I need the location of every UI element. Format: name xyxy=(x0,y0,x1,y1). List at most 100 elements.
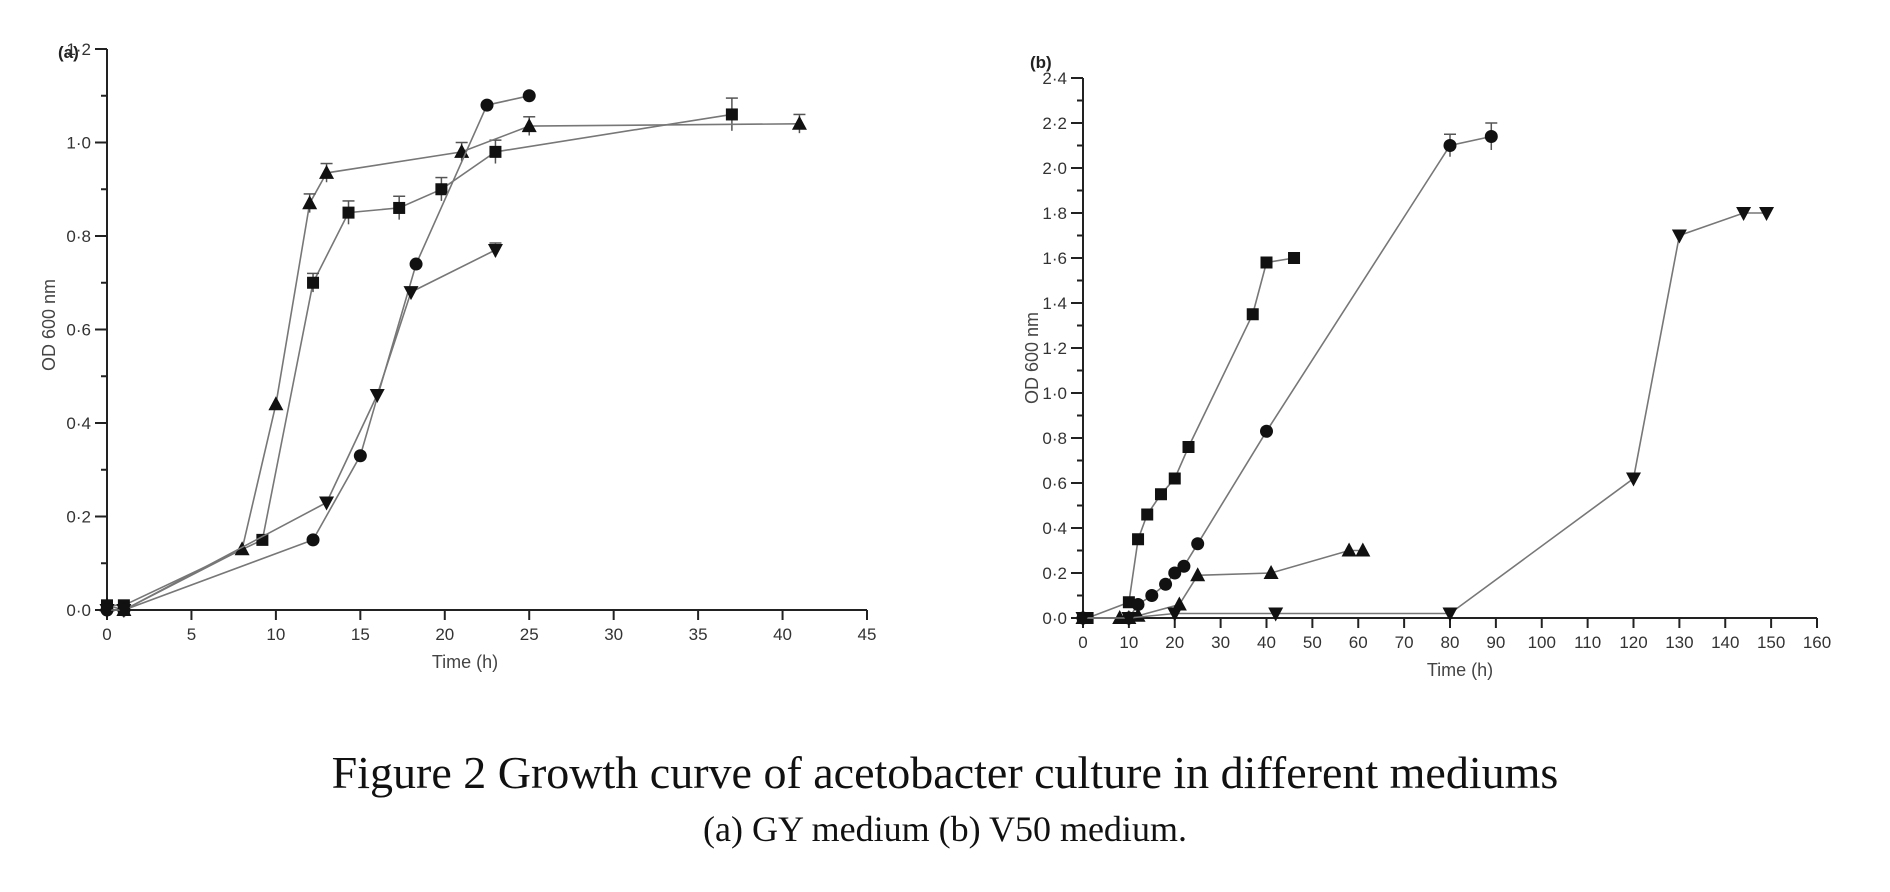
chart-a-circle-point xyxy=(306,533,320,547)
chart-b-square-point xyxy=(1260,256,1273,269)
chart-b-y-tick-label: 1·8 xyxy=(1042,204,1067,223)
chart-a-square-point xyxy=(342,206,355,219)
chart-b-circle-point xyxy=(1168,566,1182,580)
figure-caption-title: Figure 2 Growth curve of acetobacter cul… xyxy=(331,747,1559,798)
chart-b-square-point xyxy=(1168,472,1181,485)
chart-b-y-tick-label: 1·4 xyxy=(1042,294,1067,313)
chart-b-y-tick-label: 0·6 xyxy=(1042,474,1067,493)
chart-a-series-triangle-down-line xyxy=(107,249,496,611)
chart-a-triangle-down-point xyxy=(369,388,385,403)
chart-b-growth-v50-medium: (b) Time (h) OD 600 nm 0·0 0·2 0·4 0·6 0·8 1·… xyxy=(1022,53,1831,680)
chart-a-x-tick-label: 35 xyxy=(689,625,708,644)
chart-b-triangle-down-point xyxy=(1736,207,1752,221)
chart-b-triangle-down-point xyxy=(1626,472,1641,487)
chart-b-triangle-down-point xyxy=(1268,607,1284,622)
chart-b-x-tick-label: 70 xyxy=(1395,633,1414,652)
chart-a-x-tick-label: 40 xyxy=(773,625,792,644)
chart-b-x-tick-label: 110 xyxy=(1574,633,1601,652)
chart-b-y-axis-title: OD 600 nm xyxy=(1022,312,1042,404)
chart-a-square-point xyxy=(307,276,320,289)
chart-a-x-tick-label: 20 xyxy=(435,625,454,644)
chart-b-circle-point xyxy=(1484,130,1498,143)
chart-a-triangle-down-point xyxy=(487,244,503,259)
chart-a-y-tick-label: 1·0 xyxy=(66,134,91,153)
chart-b-x-tick-label: 140 xyxy=(1711,633,1739,652)
chart-b-y-tick-label: 1·6 xyxy=(1042,249,1067,268)
chart-b-y-tick-label: 2·0 xyxy=(1042,159,1067,178)
chart-b-x-tick-label: 130 xyxy=(1665,633,1693,652)
chart-b-x-axis-title: Time (h) xyxy=(1427,660,1493,680)
chart-a-triangle-up-point xyxy=(791,115,807,130)
chart-a-triangle-up-point xyxy=(302,195,318,210)
chart-b-x-tick-label: 10 xyxy=(1119,633,1138,652)
chart-a-triangle-up-point xyxy=(521,118,537,133)
chart-a-square-point xyxy=(725,108,738,121)
chart-a-circle-point xyxy=(522,89,536,103)
chart-b-circle-point xyxy=(1131,598,1145,611)
chart-a-x-tick-label: 30 xyxy=(604,625,623,644)
chart-b-x-tick-label: 90 xyxy=(1486,633,1505,652)
chart-b-square-point xyxy=(1246,308,1259,321)
chart-a-x-tick-label: 0 xyxy=(102,625,111,644)
chart-b-y-tick-label: 2·2 xyxy=(1042,114,1067,133)
chart-b-y-tick-label: 1·0 xyxy=(1042,384,1067,403)
chart-b-y-tick-label: 0·2 xyxy=(1042,564,1067,583)
chart-a-circle-point xyxy=(480,98,494,112)
chart-b-series-triangle-down-line xyxy=(1083,212,1767,619)
chart-b-triangle-up-point xyxy=(1263,565,1279,579)
chart-a-x-tick-label: 15 xyxy=(351,625,370,644)
chart-a-x-tick-label: 10 xyxy=(266,625,285,644)
chart-a-circle-point xyxy=(409,257,423,271)
chart-b-triangle-down-point xyxy=(1121,612,1137,626)
chart-b-circle-point xyxy=(1260,424,1273,438)
chart-b-triangle-up-point xyxy=(1190,567,1206,582)
chart-a-triangle-up-point xyxy=(234,541,250,556)
chart-b-y-tick-label: 0·4 xyxy=(1042,519,1067,538)
chart-b-square-point xyxy=(1132,533,1145,546)
chart-a-square-point xyxy=(435,183,448,196)
chart-a-triangle-down-point xyxy=(116,604,132,618)
chart-a-panel-label: (a) xyxy=(58,43,79,62)
chart-b-triangle-up-point xyxy=(1341,542,1357,557)
chart-a-circle-point xyxy=(353,449,367,463)
chart-b-x-tick-label: 60 xyxy=(1349,633,1368,652)
chart-b-x-tick-label: 150 xyxy=(1757,633,1785,652)
chart-b-triangle-down-point xyxy=(1759,207,1775,221)
chart-b-panel-label: (b) xyxy=(1030,53,1052,72)
chart-a-growth-gy-medium: (a) Time (h) OD 600 nm 0·0 0·2 0·4 0·6 0·8 1·… xyxy=(39,40,877,672)
chart-b-x-tick-label: 0 xyxy=(1078,633,1087,652)
chart-b-circle-point xyxy=(1159,577,1173,591)
chart-b-x-tick-label: 30 xyxy=(1211,633,1230,652)
chart-b-y-tick-label: 0·0 xyxy=(1042,609,1067,628)
chart-b-x-tick-label: 40 xyxy=(1257,633,1276,652)
chart-a-triangle-down-point xyxy=(403,286,419,301)
chart-b-triangle-down-point xyxy=(1167,607,1183,622)
chart-b-circle-point xyxy=(1443,139,1457,152)
chart-a-x-tick-label: 45 xyxy=(858,625,877,644)
chart-a-y-tick-label: 0·0 xyxy=(66,601,91,620)
chart-b-x-tick-label: 100 xyxy=(1528,633,1556,652)
chart-b-triangle-up-point xyxy=(1171,596,1187,611)
chart-b-square-point xyxy=(1288,252,1301,264)
chart-a-y-tick-label: 0·8 xyxy=(66,227,91,246)
chart-a-triangle-down-point xyxy=(319,496,335,511)
chart-b-circle-point xyxy=(1145,589,1159,602)
chart-b-y-tick-label: 2·4 xyxy=(1042,69,1067,88)
chart-b-y-tick-label: 0·8 xyxy=(1042,429,1067,448)
chart-b-x-tick-label: 120 xyxy=(1619,633,1647,652)
chart-a-y-tick-label: 1·2 xyxy=(66,40,91,59)
chart-b-triangle-down-point xyxy=(1075,612,1091,626)
chart-a-y-tick-label: 0·6 xyxy=(66,321,91,340)
chart-b-x-tick-label: 20 xyxy=(1165,633,1184,652)
chart-b-circle-point xyxy=(1191,537,1205,551)
chart-b-square-point xyxy=(1182,441,1195,453)
chart-b-triangle-down-point xyxy=(1442,607,1458,622)
chart-b-triangle-up-point xyxy=(1355,542,1371,557)
chart-b-circle-point xyxy=(1177,559,1191,573)
chart-a-square-point xyxy=(256,533,269,546)
chart-a-square-point xyxy=(393,201,406,214)
chart-a-triangle-up-point xyxy=(319,164,335,179)
chart-a-y-axis-title: OD 600 nm xyxy=(39,279,59,371)
chart-a-triangle-up-point xyxy=(268,396,284,411)
chart-a-y-tick-label: 0·2 xyxy=(66,508,91,527)
